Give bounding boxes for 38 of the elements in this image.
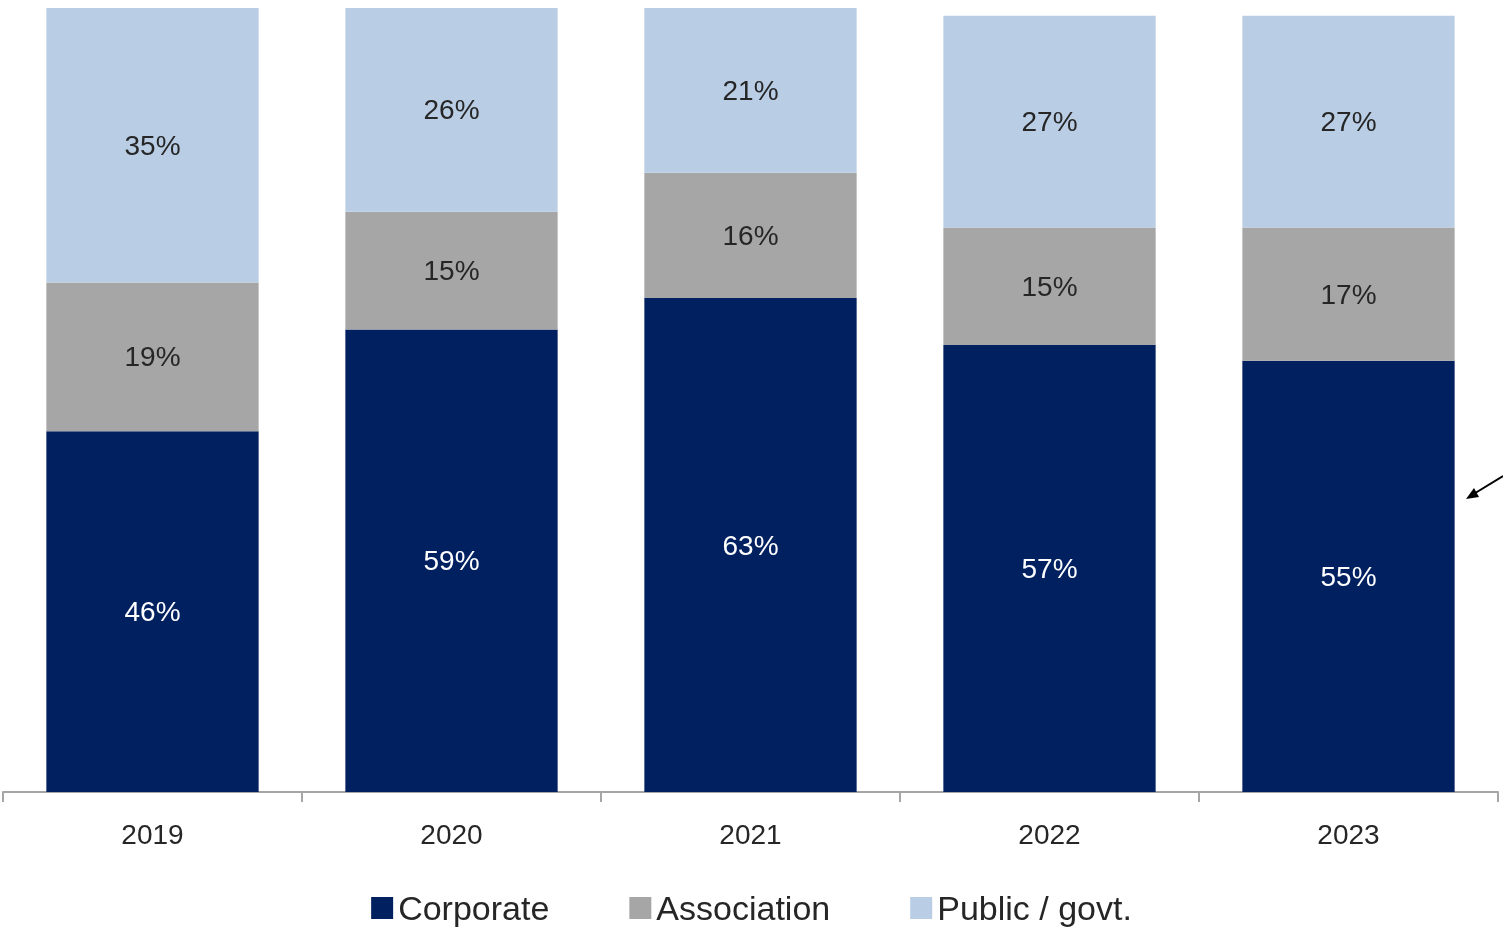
x-tick-label: 2020 [420,818,483,850]
bar [1242,227,1455,361]
data-label: 57% [1021,553,1078,585]
data-label: 55% [1320,560,1377,592]
bar [943,227,1156,346]
bar [1242,360,1455,792]
bar [345,211,558,330]
data-label: 46% [124,596,181,628]
data-label: 27% [1021,106,1078,138]
legend-label: Corporate [398,889,550,927]
data-label: 26% [423,94,480,126]
legend-label: Association [656,889,831,927]
bar [46,431,259,792]
x-tick-label: 2021 [719,818,782,850]
bar [345,8,558,212]
data-label: 19% [124,341,181,373]
data-label: 17% [1320,278,1377,310]
data-label: 21% [722,74,779,106]
bar [943,15,1156,228]
bar [46,8,259,283]
bar [1242,15,1455,228]
bar [644,298,857,792]
data-label: 35% [124,129,181,161]
bar [345,329,558,792]
x-tick-label: 2022 [1018,818,1081,850]
bar [644,8,857,173]
bar [943,345,1156,792]
data-label: 16% [722,219,779,251]
bar [644,172,857,299]
data-label: 27% [1320,106,1377,138]
data-label: 63% [722,529,779,561]
data-label: 15% [1021,270,1078,302]
x-tick-label: 2019 [121,818,184,850]
data-label: 15% [423,255,480,287]
x-tick-label: 2023 [1317,818,1380,850]
bar [46,282,259,432]
data-label: 59% [423,545,480,577]
legend-label: Public / govt. [937,889,1132,927]
